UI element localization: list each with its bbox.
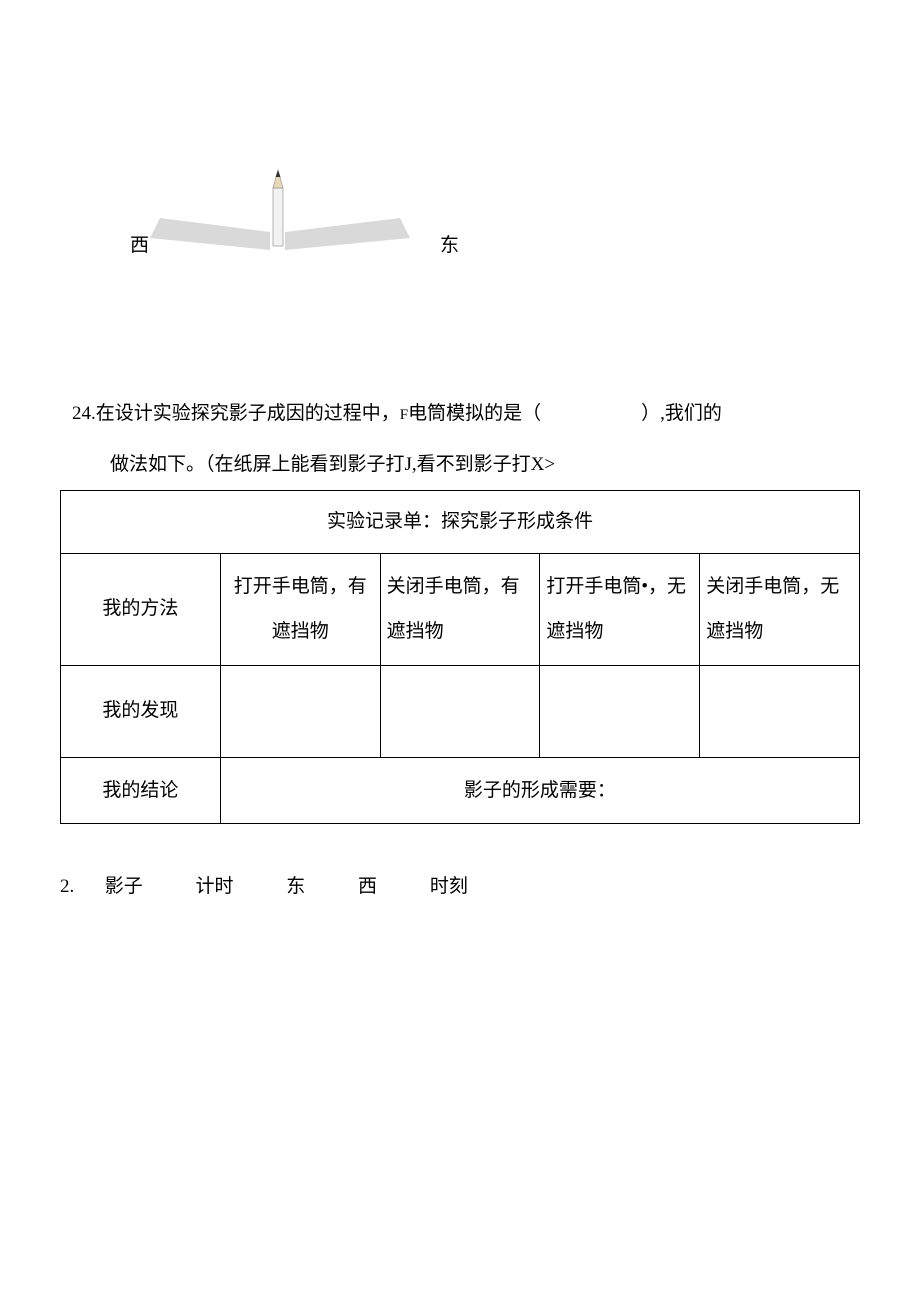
pencil-body [273,188,283,246]
experiment-table-wrap: 实验记录单：探究影子形成条件 我的方法 打开手电筒，有遮挡物 关闭手电筒，有遮挡… [60,490,860,824]
method-cell-0: 打开手电筒，有遮挡物 [220,553,380,665]
row-label-method-text: 我的方法 [102,598,178,619]
answer-item-1: 计时 [196,870,234,904]
experiment-table: 实验记录单：探究影子形成条件 我的方法 打开手电筒，有遮挡物 关闭手电筒，有遮挡… [60,490,860,824]
row-label-conclusion: 我的结论 [61,757,221,824]
q24-line1-post: 电筒模拟的是（ [408,403,541,424]
answer-item-0: 影子 [105,870,143,904]
shadow-left [150,218,270,250]
pencil-tip-lead [276,170,281,177]
shadow-right [285,218,410,250]
question-24: 24.在设计实验探究影子成因的过程中，F电筒模拟的是（ ）,我们的 做法如下。（在… [72,388,860,491]
finding-cell-3 [700,665,860,757]
method-cell-2: 打开手电筒•，无遮挡物 [540,553,700,665]
table-title-row: 实验记录单：探究影子形成条件 [61,491,860,554]
direction-east-label: 东 [440,230,459,257]
answer-item-4: 时刻 [430,870,468,904]
answer-number: 2. [60,870,100,904]
method-cell-3: 关闭手电筒，无遮挡物 [700,553,860,665]
table-title-cell: 实验记录单：探究影子形成条件 [61,491,860,554]
table-conclusion-row: 我的结论 影子的形成需要： [61,757,860,824]
finding-cell-0 [220,665,380,757]
q24-line2: 做法如下。（在纸屏上能看到影子打J,看不到影子打X> [72,439,860,490]
row-label-finding: 我的发现 [61,665,221,757]
q24-line1-pre: 24.在设计实验探究影子成因的过程中， [72,403,400,424]
answer-item-3: 西 [358,870,377,904]
row-label-method: 我的方法 [61,553,221,665]
q24-line1-mid: F [400,407,408,423]
answer-item-2: 东 [286,870,305,904]
conclusion-cell: 影子的形成需要： [220,757,859,824]
direction-west-label: 西 [130,230,149,257]
row-label-conclusion-text: 我的结论 [102,780,178,801]
finding-cell-2 [540,665,700,757]
finding-cell-1 [380,665,540,757]
method-cell-1: 关闭手电筒，有遮挡物 [380,553,540,665]
table-method-row: 我的方法 打开手电筒，有遮挡物 关闭手电筒，有遮挡物 打开手电筒•，无遮挡物 关… [61,553,860,665]
table-finding-row: 我的发现 [61,665,860,757]
shadow-diagram: 西 东 [100,180,480,300]
q24-line1-end: ）,我们的 [641,403,722,424]
row-label-finding-text: 我的发现 [102,700,178,721]
pencil-shadow-svg [100,160,480,280]
answer-line: 2. 影子 计时 东 西 时刻 [60,870,860,904]
